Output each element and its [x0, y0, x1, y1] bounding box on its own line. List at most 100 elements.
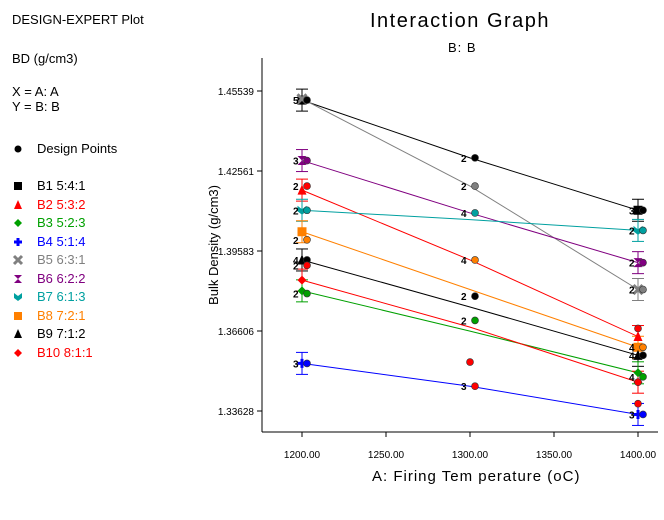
design-point-count: 4 — [461, 209, 467, 220]
design-point-count: 2 — [461, 292, 467, 303]
design-point — [303, 261, 311, 270]
design-point — [639, 258, 647, 267]
design-point-count: 2 — [461, 316, 467, 327]
legend-label: B5 6:3:1 — [37, 252, 86, 267]
design-point-count: 2 — [629, 286, 635, 297]
design-point — [471, 382, 479, 391]
y-tick-label: 1.36606 — [218, 327, 255, 338]
design-point-count: 2 — [629, 226, 635, 237]
design-point — [303, 96, 311, 104]
series-marker — [633, 342, 643, 352]
design-point-count: 4 — [629, 343, 635, 354]
legend-label: B7 6:1:3 — [37, 289, 86, 304]
design-point-count: 4 — [629, 351, 635, 362]
design-point-count: 4 — [461, 256, 467, 267]
design-point — [303, 206, 311, 215]
design-point — [303, 156, 311, 165]
series-line — [301, 259, 639, 356]
design-point — [634, 399, 642, 408]
design-point — [471, 182, 479, 190]
design-point-count: 3 — [293, 157, 299, 168]
legend-marker-icon — [14, 348, 22, 357]
series-line — [301, 160, 639, 264]
chart-title: Interaction Graph — [370, 10, 551, 32]
series-marker — [633, 205, 643, 215]
series-marker — [297, 275, 307, 285]
design-point — [639, 206, 647, 215]
legend-marker-icon — [14, 199, 22, 209]
design-point — [303, 182, 311, 190]
design-point-count: 5 — [293, 96, 299, 107]
series-line — [301, 189, 639, 337]
design-point-count: 2 — [293, 261, 299, 272]
series-line — [301, 99, 639, 211]
legend-marker-icon — [14, 274, 22, 283]
legend-label: B10 8:1:1 — [37, 344, 93, 360]
series-line — [301, 362, 639, 415]
design-point-count: 3 — [293, 359, 299, 370]
series-line — [301, 290, 639, 374]
series-marker — [297, 184, 307, 195]
design-point — [634, 324, 642, 333]
legend-marker-icon — [14, 293, 22, 301]
x-axis-label: A: Firing Tem perature (oC) — [372, 468, 581, 485]
y-tick-label: 1.33628 — [218, 407, 255, 418]
legend-marker-icon — [14, 237, 22, 246]
design-point — [471, 256, 479, 264]
x-tick-label: 1200.00 — [284, 450, 321, 461]
y-axis-label: Bulk Density (g/cm3) — [206, 185, 221, 305]
x-tick-label: 1300.00 — [452, 450, 489, 461]
design-point-count: 2 — [293, 290, 299, 301]
design-point — [639, 226, 647, 235]
series-line — [301, 98, 639, 290]
design-point — [639, 373, 647, 381]
series-line — [301, 279, 639, 383]
design-point — [639, 410, 647, 419]
design-point — [471, 292, 479, 301]
y-assignment: Y = B: B — [12, 99, 60, 114]
chart-subtitle: B: B — [448, 40, 477, 55]
legend-marker-icon — [12, 254, 24, 266]
design-point-count: 3 — [461, 382, 467, 393]
design-point — [634, 378, 642, 386]
response-name: BD (g/cm3) — [12, 51, 78, 66]
legend-marker-icon — [14, 219, 22, 227]
design-point — [639, 343, 647, 352]
legend-label: B1 5:4:1 — [37, 178, 86, 193]
x-tick-label: 1350.00 — [536, 450, 573, 461]
legend-marker-icon — [14, 329, 22, 338]
legend-label: B9 7:1:2 — [37, 326, 86, 341]
legend-label: B8 7:2:1 — [37, 307, 86, 323]
design-point — [466, 358, 474, 366]
series-line — [301, 231, 639, 348]
design-point — [471, 154, 479, 162]
design-point-count: 2 — [293, 182, 299, 193]
x-tick-label: 1400.00 — [620, 450, 657, 461]
legend-marker-icon — [14, 182, 22, 190]
legend-marker-icon — [14, 311, 22, 320]
legend-label: B2 5:3:2 — [37, 196, 86, 212]
design-point-marker-icon — [14, 145, 22, 153]
design-point-count: 3 — [629, 410, 635, 421]
series-marker — [633, 331, 643, 342]
design-point-count: 2 — [461, 154, 467, 165]
design-point-count: 4 — [629, 373, 635, 384]
plot-header: DESIGN-EXPERT Plot — [12, 12, 144, 27]
design-point — [471, 316, 479, 325]
x-assignment: X = A: A — [12, 84, 59, 99]
series-line — [301, 209, 639, 231]
legend-label: B3 5:2:3 — [37, 215, 86, 230]
design-point — [303, 289, 311, 298]
design-point-count: 4 — [293, 256, 299, 267]
design-point-count: 2 — [293, 206, 299, 217]
x-tick-label: 1250.00 — [368, 450, 405, 461]
design-point-count: 2 — [293, 236, 299, 247]
design-point-count: 3 — [629, 206, 635, 217]
design-point — [639, 351, 647, 360]
legend-label: B6 6:2:2 — [37, 270, 86, 286]
design-point-count: 2 — [629, 259, 635, 270]
design-point — [471, 209, 479, 217]
design-point — [303, 236, 311, 244]
legend-label: B4 5:1:4 — [37, 233, 86, 249]
